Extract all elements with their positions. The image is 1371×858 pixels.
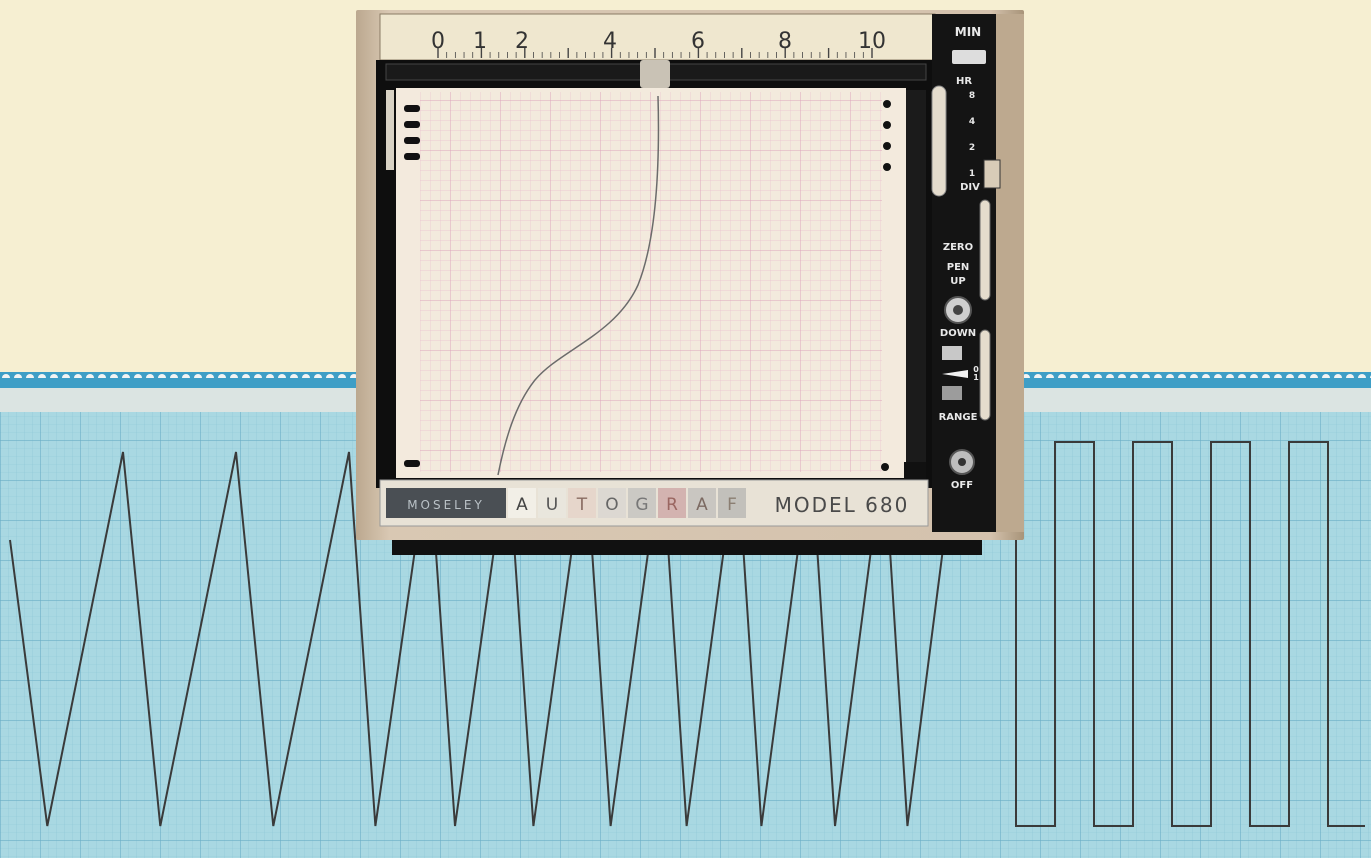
scale-label: 10 (858, 29, 886, 54)
square-wave-trace (1015, 441, 1365, 827)
paper-clip (386, 90, 394, 170)
pen-label: PEN (947, 262, 970, 273)
letter: U (546, 495, 558, 515)
plotted-curve (497, 95, 660, 476)
off-label: OFF (951, 480, 973, 491)
scale-label: 2 (515, 29, 529, 54)
down-label: DOWN (940, 328, 976, 339)
brand-badge (386, 488, 506, 518)
letter: O (605, 495, 618, 515)
panel-labels: MIN HR 8 4 2 1 DIV ZERO PEN UP DOWN 0 1 … (939, 25, 986, 491)
hr-label: HR (956, 76, 972, 87)
zero-adjust-slider[interactable] (979, 199, 991, 301)
pen-carriage[interactable] (640, 60, 670, 88)
scale-label: 0 (431, 29, 445, 54)
range-value: 0 (973, 365, 979, 374)
div-label: DIV (960, 182, 980, 193)
time-selector-knob[interactable] (952, 50, 986, 64)
xy-recorder: 0 1 2 4 6 8 10 (356, 10, 1024, 555)
scale-label: 4 (603, 29, 617, 54)
zero-label: ZERO (943, 242, 973, 253)
range-value: 1 (973, 373, 979, 382)
letter: T (576, 495, 588, 515)
time-value: 1 (969, 169, 975, 179)
time-scale-wheel[interactable] (931, 85, 947, 197)
up-label: UP (950, 276, 965, 287)
min-label: MIN (955, 25, 981, 39)
range-pointer-icon (942, 370, 968, 378)
scale-labels: 0 1 2 4 6 8 10 (431, 29, 886, 54)
time-value: 2 (969, 143, 975, 153)
x-axis-scale (379, 13, 936, 61)
range-button[interactable] (942, 346, 962, 360)
letter: F (727, 495, 737, 515)
letter: R (666, 495, 678, 515)
range-label: RANGE (939, 412, 978, 423)
recorded-waveform (9, 441, 1365, 827)
div-switch[interactable] (983, 159, 1001, 189)
paper-side-rail (906, 90, 926, 478)
range-button[interactable] (942, 386, 962, 400)
scale-label: 1 (473, 29, 487, 54)
brand-name: MOSELEY (407, 498, 485, 512)
autograf-letters: A U T O G R A F (508, 488, 746, 518)
model-name: MODEL 680 (775, 493, 910, 517)
range-adjust-slider[interactable] (979, 329, 991, 421)
letter: G (635, 495, 648, 515)
scale-label: 6 (691, 29, 705, 54)
time-value: 4 (969, 117, 975, 127)
paper-holes (404, 100, 891, 471)
letter: A (516, 495, 528, 515)
letter: A (696, 495, 708, 515)
triangle-wave-trace (9, 451, 957, 827)
time-value: 8 (969, 91, 975, 101)
scale-label: 8 (778, 29, 792, 54)
